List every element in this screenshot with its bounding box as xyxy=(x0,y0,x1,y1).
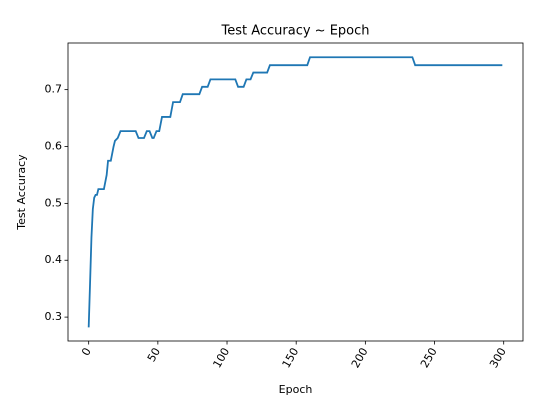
y-tick-label: 0.5 xyxy=(45,196,63,209)
x-axis-label: Epoch xyxy=(279,383,313,396)
y-tick-label: 0.7 xyxy=(45,83,63,96)
x-tick-label: 50 xyxy=(145,346,163,365)
y-tick-label: 0.4 xyxy=(45,253,63,266)
data-line xyxy=(87,56,503,328)
x-tick-label: 200 xyxy=(349,346,371,371)
chart-title: Test Accuracy ~ Epoch xyxy=(220,24,369,39)
y-axis-label: Test Accuracy xyxy=(15,154,28,231)
y-tick-label: 0.3 xyxy=(45,310,63,323)
x-tick-label: 100 xyxy=(210,346,232,371)
x-tick-label: 150 xyxy=(280,346,302,371)
x-tick-label: 300 xyxy=(487,345,509,370)
plot-frame xyxy=(67,42,524,342)
x-tick-label: 0 xyxy=(79,346,94,359)
x-tick-label: 250 xyxy=(418,346,440,371)
y-tick-label: 0.6 xyxy=(45,140,63,153)
